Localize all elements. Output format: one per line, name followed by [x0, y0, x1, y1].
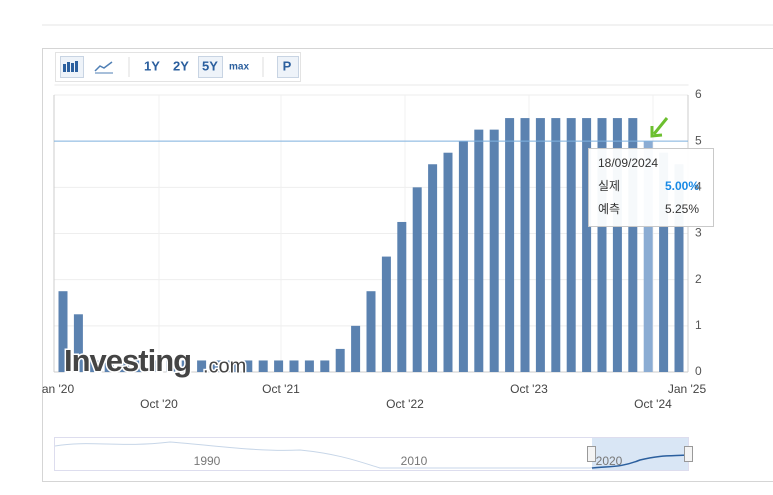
y-tick-label: 2 — [695, 272, 702, 286]
bar — [397, 222, 406, 372]
x-tick-label: Oct '20 — [140, 397, 178, 411]
y-tick-label: 6 — [695, 87, 702, 101]
x-tick-label: Oct '21 — [262, 382, 300, 396]
y-tick-label: 1 — [695, 318, 702, 332]
bar — [474, 130, 483, 372]
x-tick-label: Jan '25 — [668, 382, 707, 396]
x-tick-label: Oct '23 — [510, 382, 548, 396]
bar — [413, 187, 422, 372]
watermark: .com — [203, 355, 246, 377]
bar — [428, 164, 437, 372]
x-tick-label: Oct '24 — [634, 397, 672, 411]
tooltip-date: 18/09/2024 — [598, 156, 658, 170]
bar — [444, 153, 453, 372]
tooltip-label: 예측 — [598, 202, 620, 216]
navigator-label: 2020 — [596, 454, 623, 468]
bar — [536, 118, 545, 372]
range-button[interactable]: 2Y — [173, 58, 189, 73]
bar — [351, 326, 360, 372]
navigator-label: 1990 — [194, 454, 221, 468]
tooltip-label: 실제 — [598, 179, 620, 193]
y-tick-label: 5 — [695, 133, 702, 147]
bar — [367, 291, 376, 372]
y-tick-label: 4 — [695, 180, 702, 194]
bar — [290, 360, 299, 372]
navigator-handle[interactable] — [588, 447, 596, 462]
range-button[interactable]: 1Y — [144, 58, 160, 73]
chart-left-mask — [0, 380, 42, 400]
bar — [567, 118, 576, 372]
watermark: Investing — [64, 343, 191, 378]
y-tick-label: 0 — [695, 364, 702, 378]
bar — [521, 118, 530, 372]
range-button[interactable]: P — [283, 58, 292, 73]
bar — [259, 360, 268, 372]
x-tick-label: Oct '22 — [386, 397, 424, 411]
bar — [336, 349, 345, 372]
range-button[interactable]: max — [229, 62, 249, 73]
bar — [305, 360, 314, 372]
bar — [490, 130, 499, 372]
plot-top — [55, 85, 689, 86]
bar — [320, 360, 329, 372]
bar — [459, 141, 468, 372]
bar — [551, 118, 560, 372]
range-button[interactable]: 5Y — [202, 58, 218, 73]
y-tick-label: 3 — [695, 226, 702, 240]
bar — [274, 360, 283, 372]
tooltip-value: 5.25% — [665, 202, 699, 216]
navigator-handle[interactable] — [685, 447, 693, 462]
navigator-label: 2010 — [401, 454, 428, 468]
bar — [505, 118, 514, 372]
bar — [382, 257, 391, 372]
